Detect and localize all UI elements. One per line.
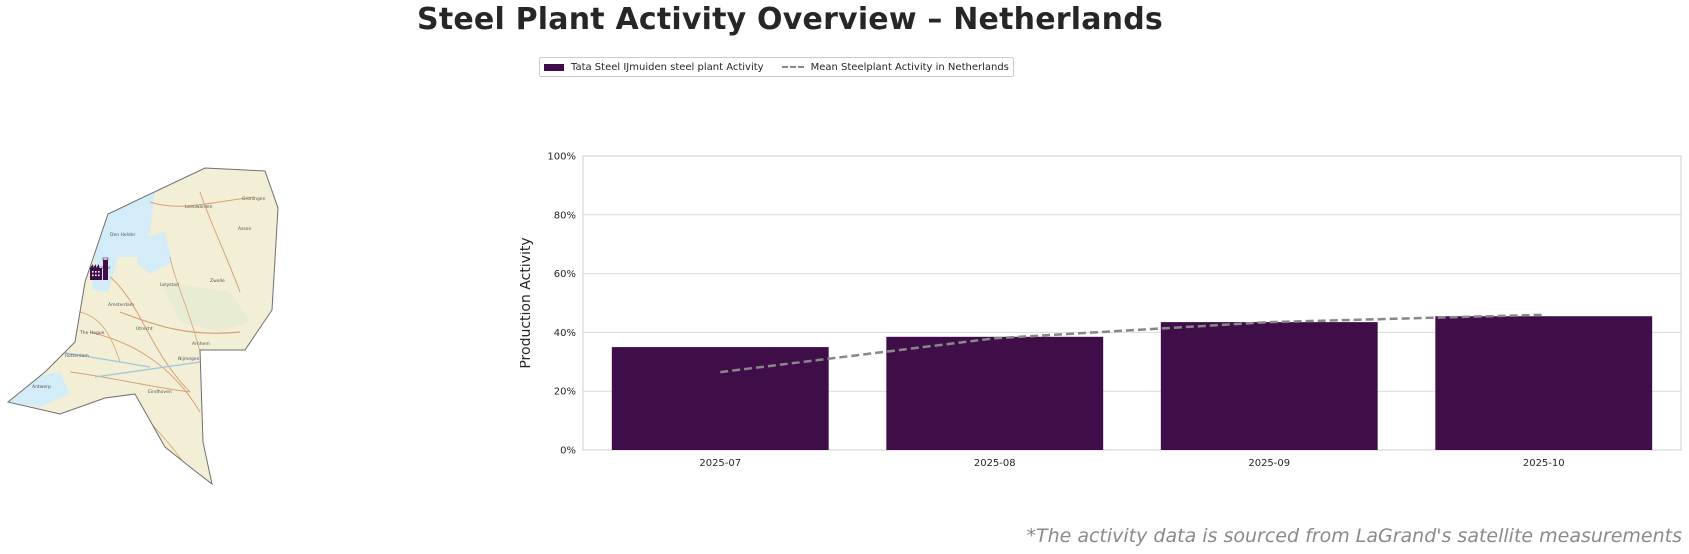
chart-legend: Tata Steel IJmuiden steel plant Activity… [539, 57, 1014, 77]
legend-label-mean: Mean Steelplant Activity in Netherlands [810, 61, 1009, 73]
netherlands-map: Leeuwarden Groningen Assen Den Helder Al… [6, 167, 279, 486]
steel-plant-factory-icon [90, 257, 109, 280]
legend-item-plant: Tata Steel IJmuiden steel plant Activity [544, 62, 764, 73]
map-city-label: Groningen [242, 196, 266, 202]
y-tick-label: 20% [554, 387, 576, 398]
legend-item-mean: Mean Steelplant Activity in Netherlands [781, 61, 1009, 73]
map-city-label: Antwerp [32, 384, 51, 390]
plot-frame [582, 155, 1682, 451]
y-tick-label: 40% [554, 328, 576, 339]
legend-bar-swatch [544, 63, 564, 71]
map-city-label: Eindhoven [148, 389, 172, 395]
activity-bar [1435, 316, 1653, 450]
chart-title: Steel Plant Activity Overview – Netherla… [417, 2, 1163, 37]
map-city-label: Nijmegen [178, 356, 200, 362]
y-tick-label: 0% [560, 446, 576, 457]
activity-bar-chart: 0% 20% 40% 60% 80% 100% 2025-07 2025-08 2025-09 2… [520, 152, 1682, 469]
legend-label-plant: Tata Steel IJmuiden steel plant Activity [571, 61, 764, 73]
y-tick-label: 60% [554, 269, 576, 280]
map-city-label: Amsterdam [108, 302, 134, 308]
map-city-label: Rotterdam [65, 353, 89, 359]
activity-bar [886, 336, 1104, 450]
map-city-label: Arnhem [192, 341, 210, 347]
map-city-label: Leeuwarden [185, 204, 213, 210]
map-city-label: Den Helder [110, 232, 136, 238]
map-city-label: Utrecht [136, 326, 153, 332]
x-tick-label: 2025-10 [1523, 458, 1565, 469]
data-source-footnote: *The activity data is sourced from LaGra… [1026, 525, 1682, 547]
map-city-label: Lelystad [160, 282, 179, 288]
mean-activity-line [720, 313, 1544, 374]
x-tick-label: 2025-09 [1248, 458, 1290, 469]
activity-bar [1160, 322, 1378, 450]
y-axis-label: Production Activity [520, 237, 534, 368]
map-city-label: The Hague [79, 330, 105, 336]
x-tick-label: 2025-07 [699, 458, 741, 469]
map-city-label: Assen [238, 226, 252, 232]
legend-line-swatch [781, 66, 804, 68]
y-tick-label: 80% [554, 210, 576, 221]
map-city-label: Zwolle [210, 278, 225, 284]
x-tick-label: 2025-08 [974, 458, 1016, 469]
y-tick-label: 100% [547, 152, 576, 163]
